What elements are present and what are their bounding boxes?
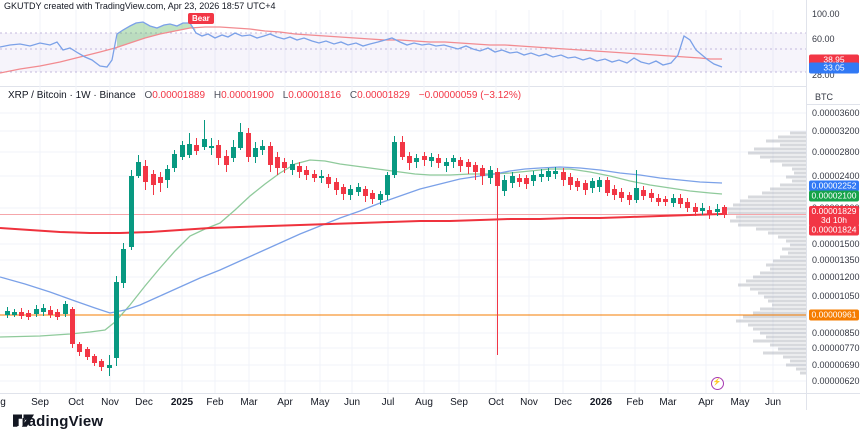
time-tick: Jul <box>381 397 395 408</box>
high-label: H <box>213 90 222 101</box>
price-tick: 0.00002800 <box>812 147 860 157</box>
low-label: L <box>282 90 289 101</box>
time-tick: Sep <box>31 397 49 408</box>
time-tick: 2026 <box>589 397 613 408</box>
time-tick: Apr <box>277 397 293 408</box>
time-tick: Dec <box>554 397 572 408</box>
time-tick: Mar <box>240 397 258 408</box>
price-axis[interactable]: BTC 0.00003600 0.00003200 0.00002800 0.0000… <box>806 0 860 410</box>
change-value: −0.00000059 (−3.12%) <box>418 90 522 101</box>
time-tick: Dec <box>135 397 153 408</box>
price-badge: 0.00000961 <box>809 309 859 321</box>
time-tick: Nov <box>101 397 119 408</box>
time-tick: g <box>0 397 6 408</box>
close-label: C <box>349 90 358 101</box>
price-tick: 0.00001050 <box>812 291 860 301</box>
price-tick: 0.00003200 <box>812 126 860 136</box>
open-value: 0.00001889 <box>152 90 206 101</box>
attribution-text: GKUTDY created with TradingView.com, Apr… <box>4 1 276 11</box>
time-tick: Oct <box>488 397 504 408</box>
rsi-indicator-pane[interactable] <box>0 10 806 86</box>
price-tick: 0.00000770 <box>812 343 860 353</box>
indicator-tick: 100.00 <box>812 9 840 19</box>
tradingview-logo-text: TradingView <box>13 413 104 430</box>
price-tick: 0.00002400 <box>812 171 860 181</box>
time-tick: Mar <box>659 397 677 408</box>
bear-signal-badge: Bear <box>188 13 214 24</box>
time-axis-separator <box>0 393 860 394</box>
price-tick: 0.00000620 <box>812 376 860 386</box>
time-tick: Oct <box>68 397 84 408</box>
time-tick: Feb <box>626 397 644 408</box>
time-tick: Sep <box>450 397 468 408</box>
time-tick: Aug <box>415 397 433 408</box>
time-tick: Feb <box>206 397 224 408</box>
price-tick: 0.00001500 <box>812 239 860 249</box>
time-tick: Nov <box>520 397 538 408</box>
event-lightning-icon[interactable]: ⚡ <box>710 376 724 390</box>
pane-separator[interactable] <box>0 86 806 87</box>
price-badge: 0.00002252 <box>809 180 859 192</box>
indicator-tick: 60.00 <box>812 34 835 44</box>
symbol-name: XRP / Bitcoin · 1W · Binance <box>8 90 136 101</box>
time-tick: May <box>730 397 750 408</box>
axis-header-separator <box>807 104 860 105</box>
tradingview-logo-icon <box>13 414 34 427</box>
price-badge: 0.00002100 <box>809 190 859 202</box>
time-tick: Jun <box>764 397 782 408</box>
axis-currency-label: BTC <box>815 92 833 102</box>
price-tick: 0.00001200 <box>812 272 860 282</box>
high-value: 0.00001900 <box>221 90 274 101</box>
footer-bar: TradingView <box>0 410 860 438</box>
price-tick: 0.00000690 <box>812 360 860 370</box>
time-tick: May <box>310 397 330 408</box>
time-tick: Jun <box>343 397 361 408</box>
price-chart-pane[interactable] <box>0 86 806 394</box>
tradingview-logo[interactable]: TradingView <box>13 413 103 430</box>
time-tick: Apr <box>698 397 714 408</box>
indicator-badge: 38.95 <box>809 54 859 66</box>
low-value: 0.00001816 <box>288 90 342 101</box>
price-badge: 0.00001824 <box>809 224 859 236</box>
time-axis[interactable]: g Sep Oct Nov Dec 2025 Feb Mar Apr May Jun Jul Aug Se… <box>0 394 806 410</box>
price-tick: 0.00000850 <box>812 328 860 338</box>
price-tick: 0.00001350 <box>812 255 860 265</box>
close-value: 0.00001829 <box>357 90 410 101</box>
time-tick: 2025 <box>170 397 194 408</box>
price-badge: 0.00001829 3d 10h <box>809 206 859 226</box>
open-label: O <box>144 90 153 101</box>
indicator-tick: 28.00 <box>812 70 835 80</box>
indicator-badge: 33.05 <box>809 62 859 74</box>
symbol-title-row: XRP / Bitcoin · 1W · Binance O0.00001889… <box>8 90 521 101</box>
price-tick: 0.00003600 <box>812 108 860 118</box>
